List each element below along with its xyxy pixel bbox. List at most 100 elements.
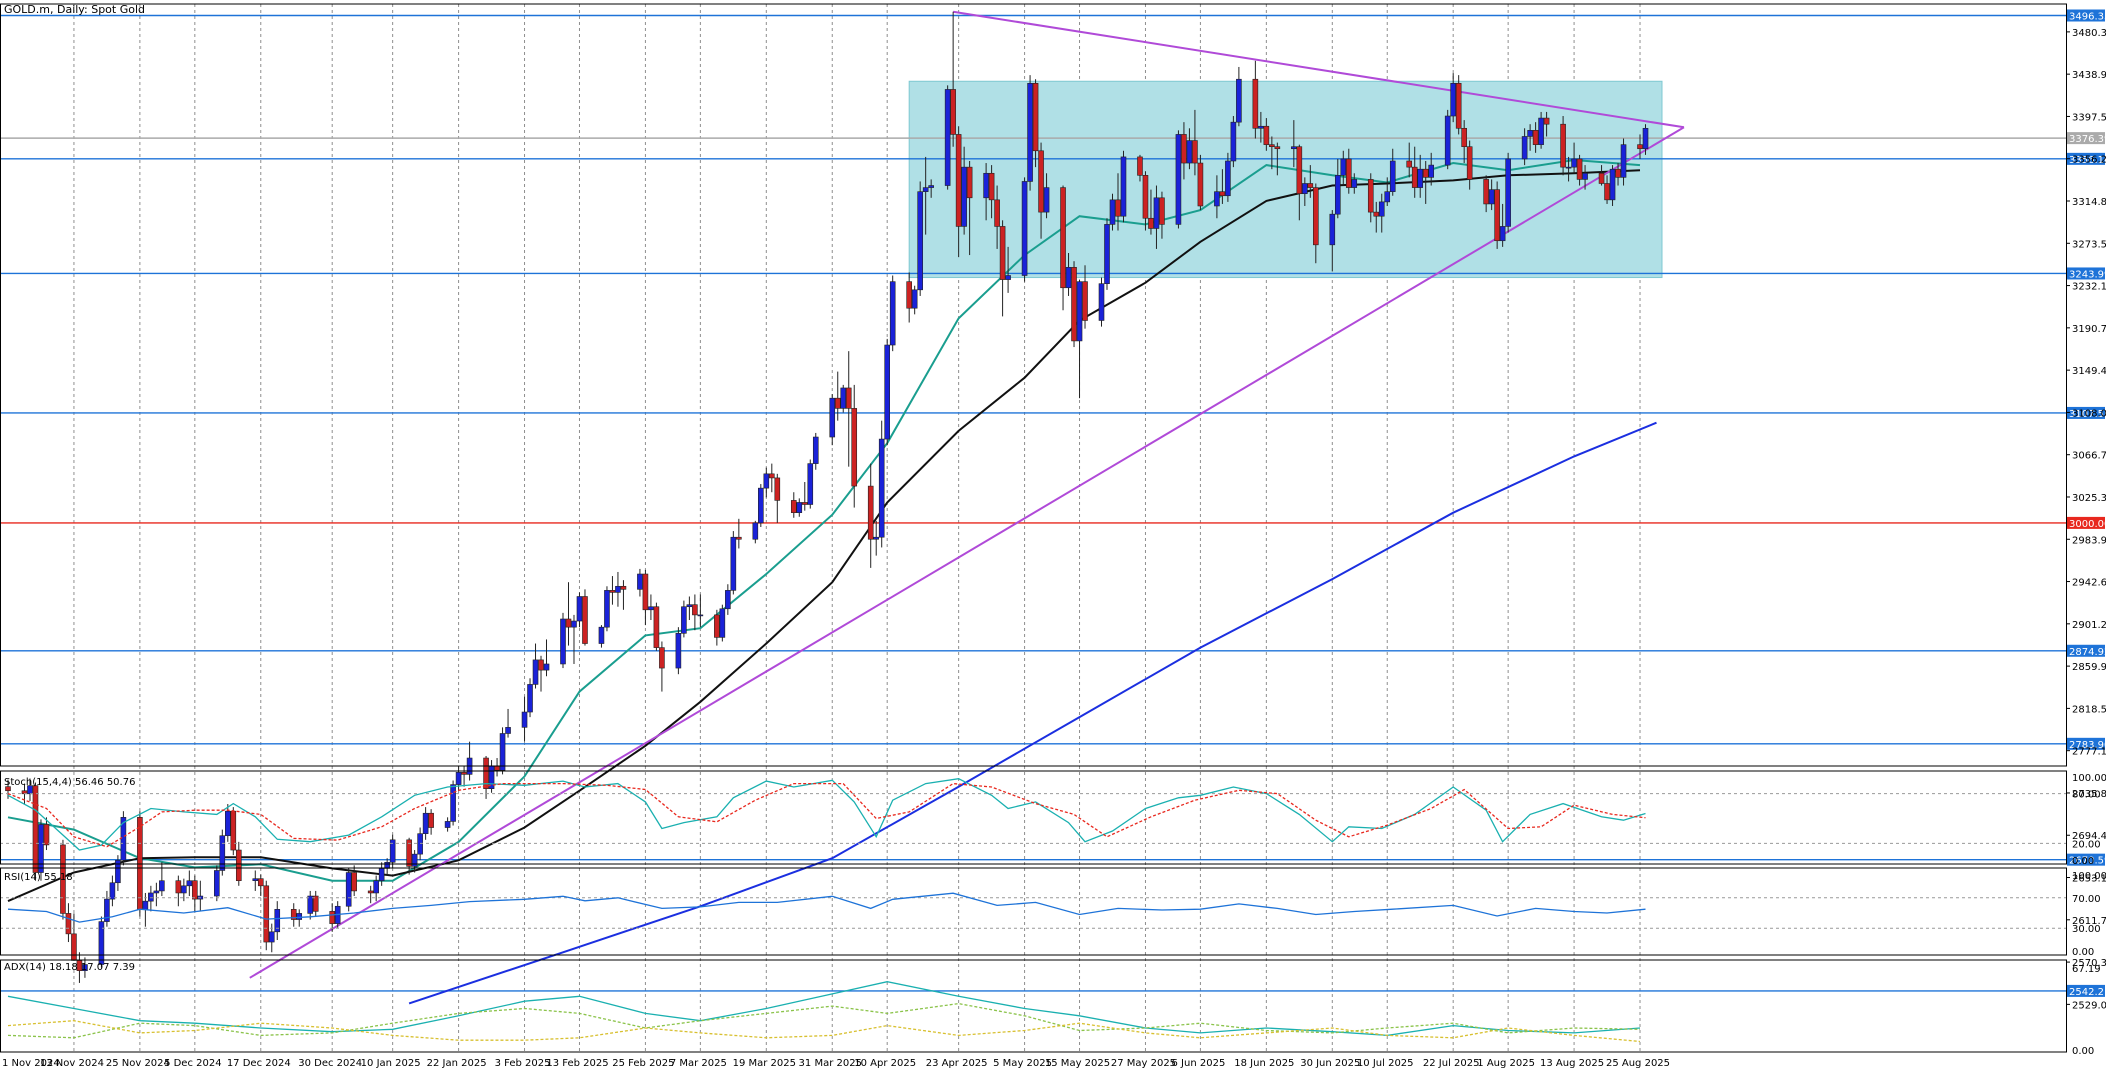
candles xyxy=(5,11,1649,983)
price-tick-label: 2529.03 xyxy=(2072,1000,2106,1011)
candle-body xyxy=(1230,121,1237,162)
date-tick-label: 25 Nov 2024 xyxy=(106,1058,170,1069)
indicator-line xyxy=(7,1002,1641,1039)
level-lines: 3496.33 3376.39 3356.10 3243.99 3107.57 3000.… xyxy=(0,9,2106,998)
level-price-tag-label: 2783.90 xyxy=(2069,740,2106,751)
candle-body xyxy=(906,281,912,309)
candle-body xyxy=(1214,191,1220,207)
candle-body xyxy=(1120,156,1127,217)
level-price-tag xyxy=(2067,516,2105,529)
candle-body xyxy=(1340,158,1347,176)
candle-body xyxy=(1428,164,1435,178)
candle-body xyxy=(142,900,149,910)
candle-body xyxy=(653,606,660,648)
candle-body xyxy=(1378,201,1385,217)
candle-body xyxy=(1027,83,1033,182)
indicator-tick-label: 30.00 xyxy=(2072,924,2101,935)
indicator-line xyxy=(7,782,1646,848)
candle-body xyxy=(1263,125,1270,145)
candle-body xyxy=(659,647,665,669)
rsi-label: RSI(14) 55.18 xyxy=(4,872,73,883)
candle-body xyxy=(1186,140,1193,164)
candle-body xyxy=(917,191,923,291)
level-price-tag xyxy=(2067,984,2105,997)
candle-body xyxy=(944,89,951,186)
candle-body xyxy=(1538,117,1544,145)
stoch-label: Stoch(15,4,4) 56.46 50.76 xyxy=(4,777,135,788)
price-tick-label: 3025.35 xyxy=(2072,493,2106,504)
candle-body xyxy=(1329,213,1336,246)
candle-body xyxy=(1296,146,1303,195)
candle-body xyxy=(1197,162,1204,207)
date-tick-label: 23 Apr 2025 xyxy=(926,1058,988,1069)
date-tick-label: 5 May 2025 xyxy=(993,1058,1052,1069)
candle-body xyxy=(730,536,737,591)
candle-body xyxy=(1252,78,1259,129)
candle-body xyxy=(571,620,577,628)
candle-body xyxy=(1461,127,1467,147)
candle-body xyxy=(329,911,336,924)
candle-body xyxy=(1148,217,1154,229)
candle-body xyxy=(1334,175,1341,215)
candle-body xyxy=(483,757,489,789)
level-price-tag-label: 2874.92 xyxy=(2069,647,2106,658)
level-price-tag-label: 2670.59 xyxy=(2069,856,2106,867)
date-tick-label: 13 Aug 2025 xyxy=(1540,1058,1604,1069)
date-tick-label: 19 Mar 2025 xyxy=(733,1058,796,1069)
trendline xyxy=(952,10,1685,129)
candle-body xyxy=(263,885,270,943)
price-tick-label: 2818.55 xyxy=(2072,704,2106,715)
candle-body xyxy=(1082,281,1088,321)
candle-body xyxy=(1565,166,1572,169)
indicator-tick-label: 80.00 xyxy=(2072,790,2101,801)
indicator-tick-label: 70.00 xyxy=(2072,894,2101,905)
price-tick-label: 2777.19 xyxy=(2072,747,2106,758)
candle-body xyxy=(192,880,198,900)
candle-body xyxy=(812,436,819,464)
candle-body xyxy=(576,596,583,622)
candle-body xyxy=(411,853,418,867)
date-tick-label: 22 Jan 2025 xyxy=(427,1058,487,1069)
moving-average-line xyxy=(7,169,1641,903)
candle-body xyxy=(615,585,621,593)
candle-body xyxy=(499,733,506,771)
candle-body xyxy=(994,199,1000,227)
trendline xyxy=(249,126,1685,979)
candle-body xyxy=(1137,156,1143,176)
indicator-tick-label: 100.00 xyxy=(2072,773,2106,784)
date-tick-label: 22 Jul 2025 xyxy=(1423,1058,1480,1069)
panel-frames xyxy=(0,3,2067,1053)
trendlines xyxy=(249,10,1685,979)
date-tick-label: 18 Jun 2025 xyxy=(1234,1058,1294,1069)
indicator-tick-label: 67.19 xyxy=(2072,964,2101,975)
candle-body xyxy=(378,868,385,882)
candle-body xyxy=(774,477,781,501)
level-price-tag-label: 3000.00 xyxy=(2069,519,2106,530)
candle-body xyxy=(1411,166,1418,188)
candle-body xyxy=(681,606,687,634)
date-tick-label: 10 Jul 2025 xyxy=(1357,1058,1414,1069)
price-tick-label: 2735.83 xyxy=(2072,789,2106,800)
candle-body xyxy=(845,387,852,409)
candle-body xyxy=(851,408,858,487)
candle-body xyxy=(620,585,627,590)
level-price-tag xyxy=(2067,267,2105,280)
candle-body xyxy=(1455,83,1462,129)
price-tick-label: 3314.87 xyxy=(2072,197,2106,208)
indicator-tick-label: 0.00 xyxy=(2072,1046,2094,1057)
candle-body xyxy=(1417,168,1424,188)
candle-body xyxy=(1104,224,1110,284)
candle-body xyxy=(1560,123,1566,168)
candle-body xyxy=(763,473,770,489)
price-tick-label: 3438.95 xyxy=(2072,70,2106,81)
candle-body xyxy=(582,596,588,644)
candle-body xyxy=(252,878,259,882)
candle-body xyxy=(1499,226,1506,242)
candle-body xyxy=(1142,175,1149,219)
candle-body xyxy=(1038,150,1044,213)
candle-body xyxy=(1615,168,1621,178)
candle-body xyxy=(1488,189,1495,205)
candle-body xyxy=(1521,136,1528,160)
date-tick-label: 25 Aug 2025 xyxy=(1606,1058,1670,1069)
